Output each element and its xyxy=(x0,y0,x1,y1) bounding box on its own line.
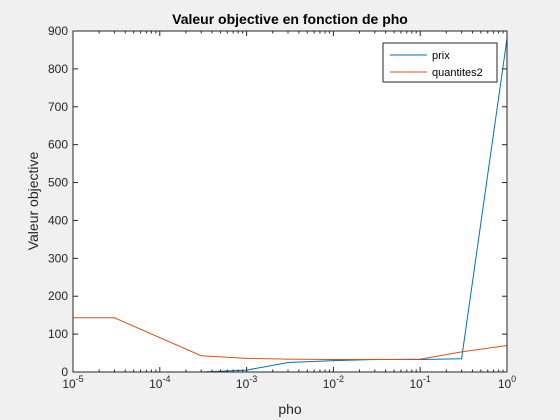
data-point xyxy=(332,358,334,361)
y-axis-title: Valeur objective xyxy=(25,152,41,251)
y-tick-label: 500 xyxy=(48,176,68,190)
legend-items: prix quantites2 xyxy=(390,50,483,79)
y-tick-label: 800 xyxy=(48,62,68,76)
data-point xyxy=(246,357,248,359)
legend: prix quantites2 xyxy=(382,42,498,83)
data-point xyxy=(461,358,463,360)
data-point xyxy=(200,355,202,357)
y-tick-label: 600 xyxy=(48,138,68,152)
x-tick-label: 10-3 xyxy=(236,374,257,391)
x-tick-labels: 10-5 10-4 10-3 10-2 10-1 100 xyxy=(62,374,516,391)
y-tick-label: 200 xyxy=(48,289,68,303)
legend-box xyxy=(382,42,498,83)
x-tick-label: 10-2 xyxy=(323,374,344,391)
x-tick-label: 10-5 xyxy=(62,374,83,391)
chart-title: Valeur objective en fonction de pho xyxy=(172,11,408,27)
legend-label: quantites2 xyxy=(432,67,483,79)
y-tick-label: 0 xyxy=(61,365,68,379)
y-tick-label: 100 xyxy=(48,327,68,341)
data-point xyxy=(419,358,421,360)
data-point xyxy=(113,317,116,319)
legend-label: prix xyxy=(432,50,450,62)
y-tick-label: 400 xyxy=(48,213,68,227)
plot-frame xyxy=(72,30,508,373)
data-point xyxy=(332,360,334,362)
series-line-quantites2 xyxy=(73,317,508,360)
data-point xyxy=(287,361,289,364)
plot-area xyxy=(73,31,507,372)
y-tick-labels: 0 100 200 300 400 500 600 700 800 900 xyxy=(48,24,68,379)
x-axis-title: pho xyxy=(278,401,302,417)
x-tick-label: 10-1 xyxy=(410,374,431,391)
data-point xyxy=(374,358,376,361)
y-tick-label: 700 xyxy=(48,100,68,114)
y-tick-label: 300 xyxy=(48,251,68,265)
x-tick-label: 10-4 xyxy=(149,374,170,391)
data-point xyxy=(287,358,289,360)
y-tick-label: 900 xyxy=(48,24,68,38)
x-tick-label: 100 xyxy=(498,374,516,391)
data-point xyxy=(461,351,463,353)
